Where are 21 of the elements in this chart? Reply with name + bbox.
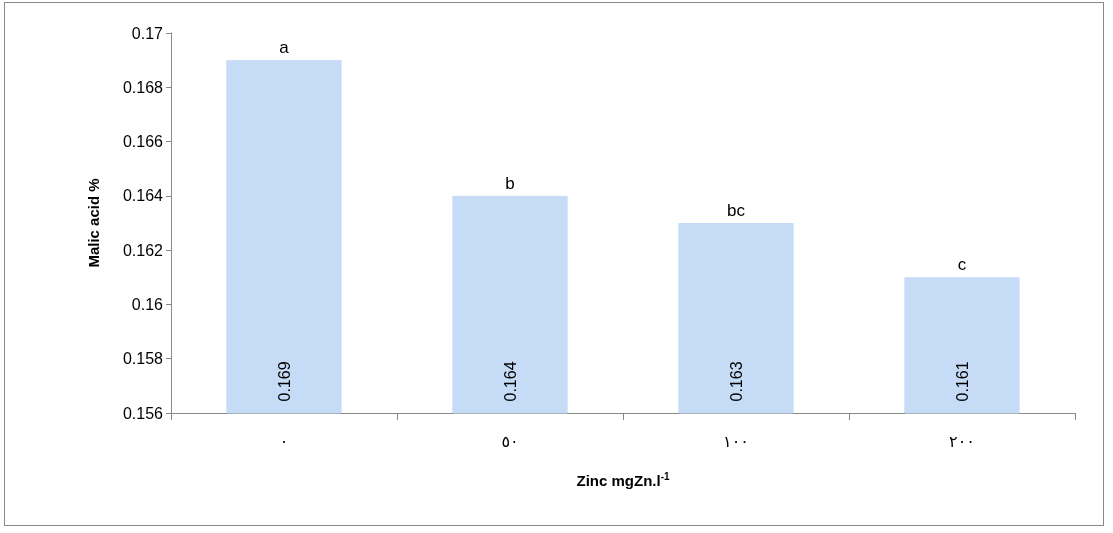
- y-tick-label: 0.17: [131, 24, 164, 42]
- y-axis-title: Malic acid %: [85, 178, 102, 268]
- x-tick-label: ١٠٠: [723, 432, 749, 450]
- y-tick-label: 0.16: [131, 295, 164, 313]
- y-tick-label: 0.156: [122, 404, 164, 422]
- y-tick-label: 0.168: [122, 78, 164, 96]
- x-tick-label: ٢٠٠: [949, 432, 975, 450]
- annotation: a: [279, 38, 290, 58]
- x-tick-label: ٥٠: [501, 432, 519, 450]
- data-label: 0.161: [953, 361, 971, 402]
- y-tick-label: 0.158: [122, 350, 164, 368]
- y-tick-label: 0.166: [122, 133, 164, 151]
- y-tick-label: 0.164: [122, 187, 164, 205]
- data-label: 0.163: [727, 361, 745, 402]
- annotation: c: [957, 255, 967, 275]
- annotation: bc: [727, 201, 746, 220]
- y-tick-label: 0.162: [122, 241, 164, 259]
- annotation: b: [505, 173, 515, 193]
- data-label: 0.169: [275, 361, 293, 402]
- x-tick-label: ٠: [279, 432, 289, 450]
- data-label: 0.164: [501, 361, 519, 402]
